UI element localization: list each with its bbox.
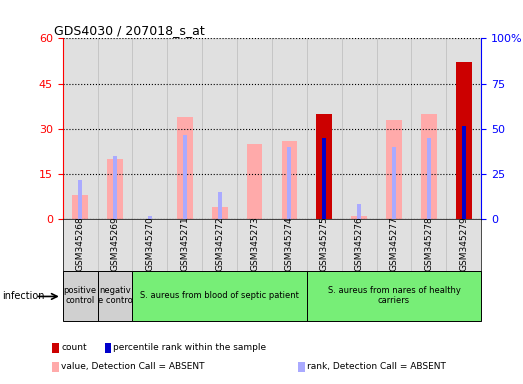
Bar — [132, 38, 167, 219]
Bar — [63, 271, 98, 321]
Bar — [63, 38, 98, 219]
Text: S. aureus from blood of septic patient: S. aureus from blood of septic patient — [140, 291, 299, 300]
Bar — [307, 38, 342, 219]
Bar — [237, 38, 272, 219]
Text: percentile rank within the sample: percentile rank within the sample — [113, 343, 267, 352]
Bar — [392, 147, 396, 219]
Bar — [287, 147, 291, 219]
Bar — [412, 38, 446, 219]
Bar — [351, 216, 367, 219]
Bar — [167, 38, 202, 219]
Bar — [218, 192, 222, 219]
Bar — [107, 159, 123, 219]
Bar — [247, 144, 263, 219]
Text: negativ
e contro: negativ e contro — [98, 286, 132, 305]
Bar — [183, 135, 187, 219]
Bar — [132, 271, 307, 321]
Bar — [78, 180, 82, 219]
Bar — [357, 204, 361, 219]
Bar — [377, 38, 412, 219]
Bar — [316, 114, 332, 219]
Bar — [446, 38, 481, 219]
Bar — [212, 207, 228, 219]
Text: rank, Detection Call = ABSENT: rank, Detection Call = ABSENT — [307, 362, 446, 371]
Bar — [113, 156, 117, 219]
Bar — [342, 38, 377, 219]
Bar — [421, 114, 437, 219]
Text: value, Detection Call = ABSENT: value, Detection Call = ABSENT — [61, 362, 204, 371]
Bar — [456, 63, 472, 219]
Text: infection: infection — [3, 291, 45, 301]
Text: count: count — [61, 343, 87, 352]
Text: S. aureus from nares of healthy
carriers: S. aureus from nares of healthy carriers — [327, 286, 460, 305]
Bar — [427, 138, 431, 219]
Bar — [272, 38, 307, 219]
Bar — [202, 38, 237, 219]
Bar — [177, 117, 192, 219]
Bar — [72, 195, 88, 219]
Bar — [98, 38, 132, 219]
Bar — [98, 271, 132, 321]
Text: positive
control: positive control — [64, 286, 97, 305]
Bar — [307, 271, 481, 321]
Bar — [386, 120, 402, 219]
Bar — [148, 216, 152, 219]
Bar — [322, 138, 326, 219]
Bar — [281, 141, 297, 219]
Bar — [462, 126, 466, 219]
Text: GDS4030 / 207018_s_at: GDS4030 / 207018_s_at — [54, 24, 205, 37]
